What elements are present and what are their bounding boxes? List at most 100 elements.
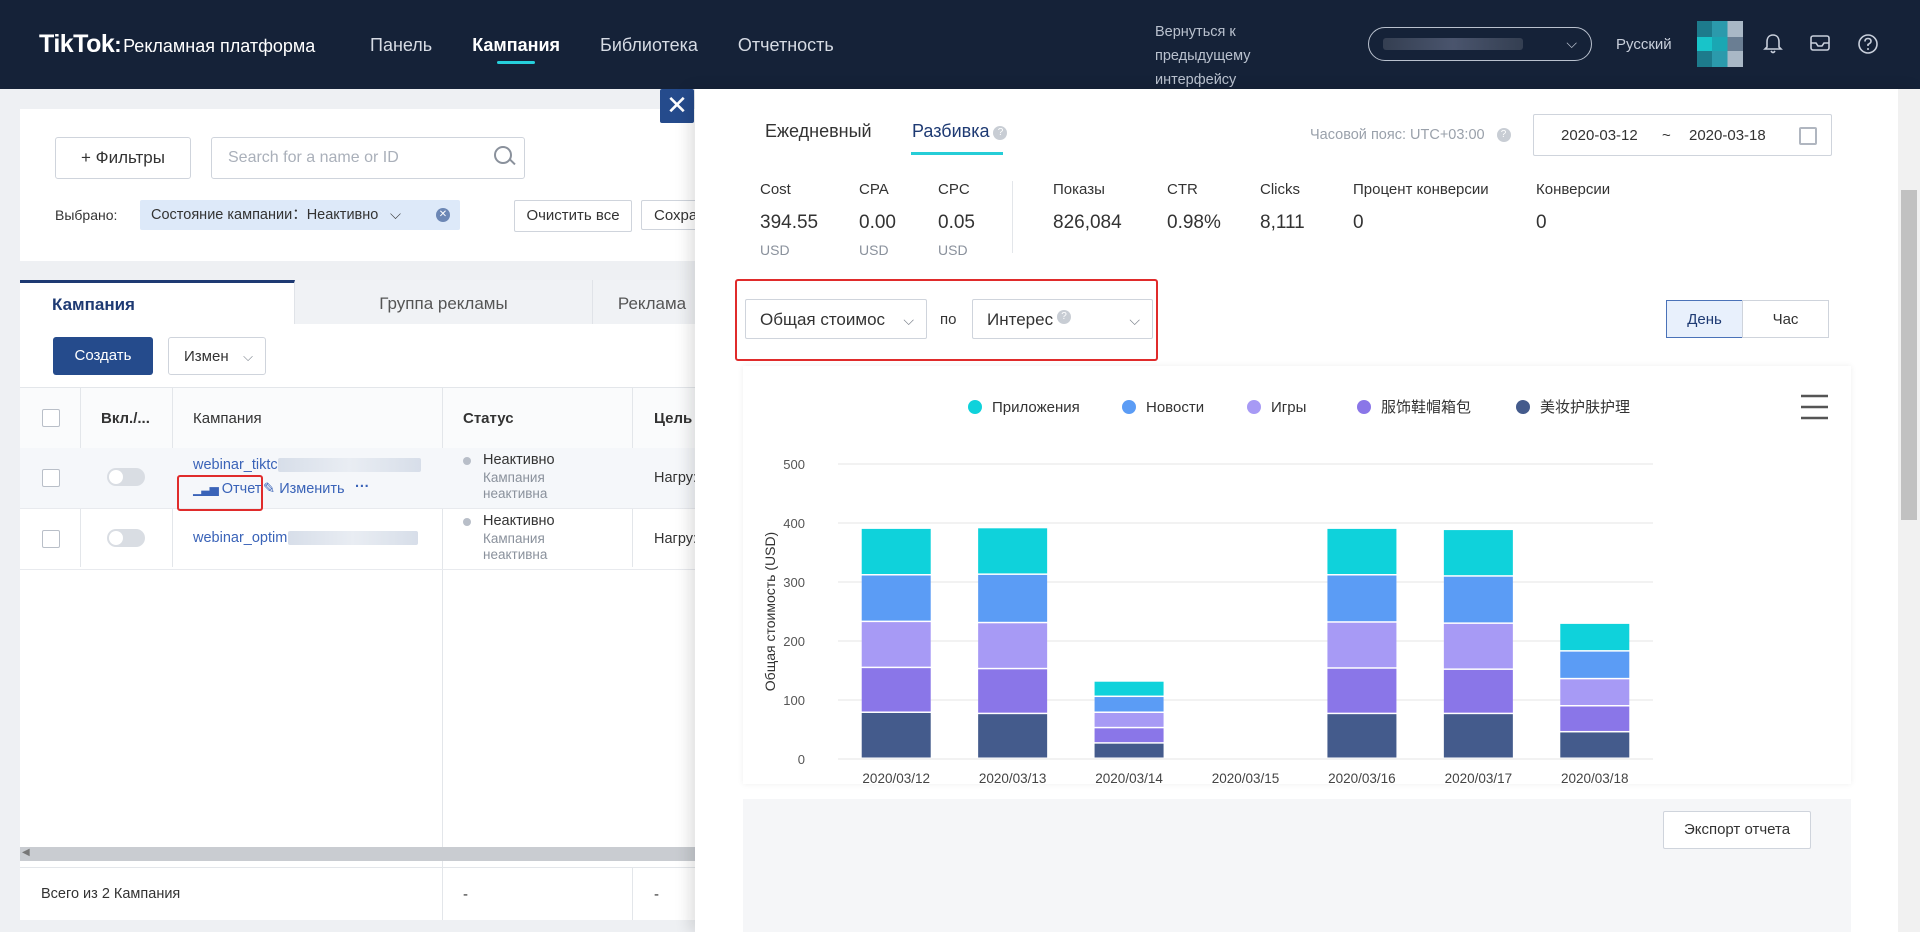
account-selector[interactable]: ⌵: [1368, 27, 1592, 61]
granularity-day-button[interactable]: День: [1666, 300, 1743, 338]
stacked-bar-chart: 0 100 200 300 400 500 Общая стоимость (USD) 202…: [762, 394, 1828, 786]
legend-marker: [1247, 400, 1261, 414]
legend-marker: [1516, 400, 1530, 414]
bulk-edit-label: Измен: [184, 348, 229, 365]
tab-ad-group[interactable]: Группа рекламы: [295, 280, 593, 324]
legend-label: Новости: [1146, 399, 1204, 416]
column-divider: [442, 387, 443, 917]
table-row[interactable]: webinar_optim Неактивно Кампания неактив…: [20, 509, 700, 570]
metric-label: CTR: [1167, 181, 1198, 198]
tab-ad[interactable]: Реклама: [617, 294, 687, 313]
nav-library[interactable]: Библиотека: [600, 35, 698, 55]
bell-icon[interactable]: [1762, 33, 1784, 55]
x-tick-label: 2020/03/13: [979, 771, 1047, 784]
top-navbar: TikTok : Рекламная платформа Панель Камп…: [0, 0, 1920, 89]
search-input[interactable]: Search for a name or ID: [211, 137, 525, 179]
y-axis-label: Общая стоимость (USD): [762, 532, 778, 691]
filters-button[interactable]: + Фильтры: [55, 137, 191, 179]
bar-segment: [1560, 623, 1630, 651]
header-on-off[interactable]: Вкл./...: [101, 410, 150, 427]
table-row[interactable]: webinar_tiktc ▁▃▅ Отчет ✎ Изменить ··· Н…: [20, 448, 700, 509]
plus-icon: +: [81, 148, 96, 167]
scroll-left-icon[interactable]: ◀: [22, 847, 30, 858]
avatar[interactable]: [1697, 21, 1743, 67]
column-divider: [632, 868, 633, 920]
campaign-name-redacted: [288, 531, 418, 545]
clear-all-button[interactable]: Очистить все: [514, 200, 632, 232]
report-action[interactable]: ▁▃▅ Отчет: [193, 481, 261, 497]
bar-segment: [1094, 712, 1164, 727]
mail-icon[interactable]: [1809, 33, 1831, 55]
campaign-toggle[interactable]: [107, 468, 145, 486]
pencil-icon: ✎: [263, 481, 276, 497]
legend-marker: [1357, 400, 1371, 414]
horizontal-scrollbar[interactable]: ◀: [20, 847, 700, 861]
campaign-toggle[interactable]: [107, 529, 145, 547]
x-tick-label: 2020/03/14: [1095, 771, 1163, 784]
tiktok-logo[interactable]: TikTok : Рекламная платформа: [39, 30, 315, 59]
highlight-report-action: [177, 475, 263, 511]
metric-label: Конверсии: [1536, 181, 1611, 198]
bar-segment: [978, 574, 1048, 622]
timezone-label: Часовой пояс: UTC+03:00?: [1310, 127, 1511, 143]
help-icon[interactable]: ?: [993, 126, 1008, 140]
chevron-down-icon: ⌵: [243, 349, 253, 364]
tab-breakdown[interactable]: Разбивка?: [912, 121, 1008, 142]
metric-select[interactable]: Общая стоимос ⌵: [745, 299, 927, 339]
legend-label: Приложения: [992, 399, 1080, 416]
logo-text: TikTok: [39, 30, 115, 58]
metric-select-value: Общая стоимос: [760, 310, 886, 329]
vertical-scrollbar-thumb[interactable]: [1901, 190, 1917, 520]
y-tick-label: 400: [783, 516, 805, 531]
y-tick-label: 0: [798, 752, 805, 767]
nav-campaign[interactable]: Кампания: [472, 0, 560, 89]
bar-segment: [978, 623, 1048, 668]
highlight-breakdown-selectors: [735, 279, 1158, 361]
filter-chip-campaign-status[interactable]: Состояние кампании：Неактивно ⌵ ✕: [140, 200, 460, 230]
return-to-previous-link[interactable]: Вернуться к предыдущему интерфейсу: [1155, 24, 1251, 88]
tab-daily[interactable]: Ежедневный: [765, 121, 872, 141]
logo-subtitle: Рекламная платформа: [123, 36, 316, 56]
metric-label: CPA: [859, 181, 889, 198]
header-goal[interactable]: Цель: [654, 410, 693, 427]
x-tick-label: 2020/03/18: [1561, 771, 1629, 784]
bar-segment: [1443, 623, 1513, 669]
export-report-button[interactable]: Экспорт отчета: [1663, 811, 1811, 849]
bar-segment: [1327, 668, 1397, 713]
row-checkbox[interactable]: [42, 530, 60, 548]
help-icon[interactable]: ?: [1496, 128, 1511, 142]
status-sub-2: неактивна: [483, 547, 548, 562]
header-campaign[interactable]: Кампания: [193, 410, 262, 427]
create-button[interactable]: Создать: [53, 337, 153, 375]
close-icon[interactable]: ✕: [436, 208, 450, 222]
tab-campaign[interactable]: Кампания: [20, 280, 295, 324]
select-all-checkbox[interactable]: [42, 409, 60, 427]
edit-action[interactable]: ✎ Изменить: [263, 481, 345, 497]
close-report-button[interactable]: ✕: [660, 89, 694, 123]
nav-reporting[interactable]: Отчетность: [737, 35, 834, 55]
dimension-select[interactable]: Интерес ? ⌵: [972, 299, 1153, 339]
more-actions[interactable]: ···: [355, 479, 370, 495]
campaign-name-link[interactable]: webinar_optim: [193, 530, 288, 546]
header-status[interactable]: Статус: [463, 410, 514, 427]
x-tick-label: 2020/03/15: [1212, 771, 1280, 784]
search-icon: [494, 146, 512, 164]
column-divider: [442, 868, 443, 920]
date-range-picker[interactable]: 2020-03-12 ~ 2020-03-18: [1533, 114, 1832, 156]
help-icon[interactable]: [1857, 33, 1879, 55]
row-checkbox[interactable]: [42, 469, 60, 487]
bulk-edit-dropdown[interactable]: Измен ⌵: [168, 337, 266, 375]
campaign-name-link[interactable]: webinar_tiktc: [193, 457, 278, 473]
close-icon: ✕: [666, 90, 688, 120]
metric-unit: USD: [760, 242, 790, 258]
nav-dashboard[interactable]: Панель: [370, 35, 433, 55]
filter-panel: + Фильтры Search for a name or ID Выбран…: [20, 109, 711, 261]
x-tick-label: 2020/03/16: [1328, 771, 1396, 784]
language-switch[interactable]: Русский: [1616, 36, 1672, 53]
status-text: Неактивно: [483, 452, 555, 468]
chevron-down-icon: ⌵: [903, 312, 914, 328]
metric-ctr: CTR 0.98%: [1167, 181, 1221, 234]
granularity-hour-button[interactable]: Час: [1742, 300, 1829, 338]
footer-dash: -: [463, 886, 468, 903]
metric-cpc: CPC 0.05 USD: [938, 181, 975, 258]
